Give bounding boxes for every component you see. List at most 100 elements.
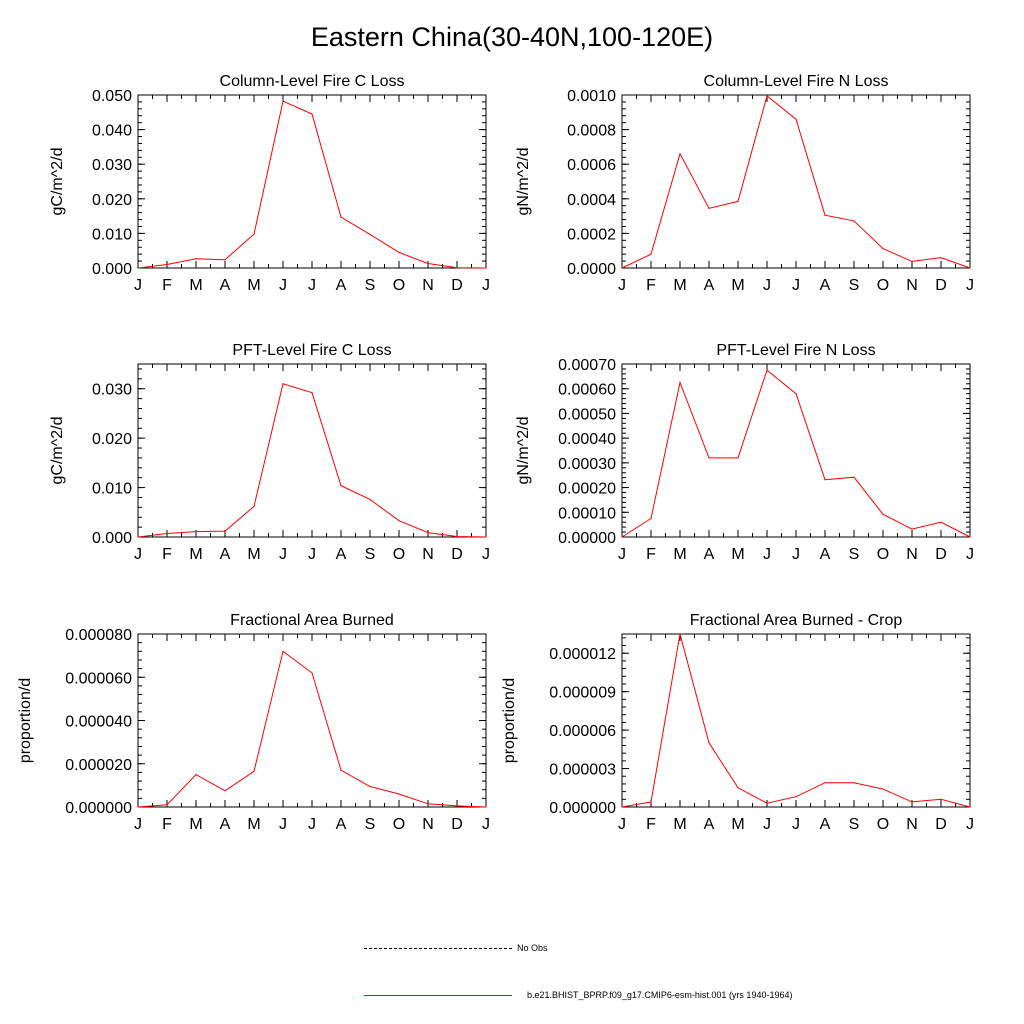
y-tick-label: 0.010 xyxy=(92,226,132,243)
data-point xyxy=(737,457,739,459)
y-tick-label: 0.000040 xyxy=(65,714,132,731)
data-point xyxy=(195,258,197,260)
data-point xyxy=(621,536,623,538)
data-point xyxy=(911,801,913,803)
data-point xyxy=(795,393,797,395)
x-tick-label: A xyxy=(704,816,715,833)
x-tick-label: J xyxy=(308,816,316,833)
x-tick-label: F xyxy=(162,816,172,833)
x-tick-label: M xyxy=(673,277,686,294)
x-tick-label: S xyxy=(849,277,860,294)
data-point xyxy=(340,216,342,218)
x-tick-label: J xyxy=(966,816,974,833)
y-tick-label: 0.0000 xyxy=(567,261,616,278)
chart-title: Fractional Area Burned xyxy=(230,612,394,629)
x-tick-label: O xyxy=(393,546,405,563)
data-point xyxy=(882,513,884,515)
x-tick-label: A xyxy=(336,277,347,294)
series-line xyxy=(621,633,971,808)
data-point xyxy=(940,521,942,523)
data-point xyxy=(166,532,168,535)
x-tick-label: A xyxy=(336,816,347,833)
x-tick-label: J xyxy=(482,816,490,833)
x-tick-label: A xyxy=(820,277,831,294)
data-point xyxy=(737,200,739,202)
x-tick-label: S xyxy=(365,277,376,294)
x-tick-label: J xyxy=(966,277,974,294)
data-point xyxy=(398,520,400,522)
x-tick-label: S xyxy=(365,546,376,563)
x-tick-label: F xyxy=(646,546,656,563)
data-point xyxy=(766,95,768,97)
x-tick-label: M xyxy=(189,546,202,563)
y-axis-label: gN/m^2/d xyxy=(515,417,532,485)
data-point xyxy=(311,113,313,115)
x-tick-label: D xyxy=(935,816,947,833)
y-tick-label: 0.020 xyxy=(92,192,132,209)
series-line xyxy=(621,369,971,538)
data-point xyxy=(969,806,971,808)
y-tick-label: 0.000003 xyxy=(549,762,616,779)
y-tick-label: 0.030 xyxy=(92,157,132,174)
x-tick-label: J xyxy=(279,277,287,294)
x-tick-label: M xyxy=(247,546,260,563)
y-axis-label: gC/m^2/d xyxy=(49,148,66,216)
data-point xyxy=(940,257,942,259)
chart-title: PFT-Level Fire C Loss xyxy=(232,342,391,359)
x-tick-label: D xyxy=(935,277,947,294)
x-tick-label: J xyxy=(482,277,490,294)
data-point xyxy=(253,770,255,772)
x-tick-label: F xyxy=(162,546,172,563)
x-tick-label: M xyxy=(247,816,260,833)
data-point xyxy=(650,517,652,520)
data-point xyxy=(456,805,458,807)
y-tick-label: 0.0002 xyxy=(567,226,616,243)
chart-title: Fractional Area Burned - Crop xyxy=(690,612,903,629)
x-tick-label: O xyxy=(877,277,889,294)
x-tick-label: J xyxy=(792,277,800,294)
x-tick-label: J xyxy=(792,546,800,563)
y-tick-label: 0.040 xyxy=(92,123,132,140)
y-tick-label: 0.010 xyxy=(92,481,132,498)
x-tick-label: J xyxy=(134,546,142,563)
plot-frame xyxy=(621,633,971,808)
y-tick-label: 0.0010 xyxy=(567,88,616,105)
data-point xyxy=(282,650,284,652)
data-point xyxy=(427,803,429,805)
data-point xyxy=(650,801,652,803)
data-point xyxy=(795,118,797,120)
y-tick-label: 0.00030 xyxy=(558,456,616,473)
x-tick-label: J xyxy=(763,277,771,294)
data-point xyxy=(969,536,971,538)
x-tick-label: A xyxy=(820,546,831,563)
y-tick-label: 0.000 xyxy=(92,261,132,278)
data-point xyxy=(824,479,826,481)
x-tick-label: N xyxy=(422,277,434,294)
x-tick-label: M xyxy=(673,546,686,563)
x-tick-label: J xyxy=(279,816,287,833)
y-tick-label: 0.00070 xyxy=(558,357,616,374)
x-tick-label: A xyxy=(220,277,231,294)
data-point xyxy=(311,392,313,394)
data-point xyxy=(398,251,400,254)
data-point xyxy=(369,498,371,501)
y-tick-label: 0.000 xyxy=(92,530,132,547)
y-tick-label: 0.0006 xyxy=(567,157,616,174)
y-tick-label: 0.00060 xyxy=(558,382,616,399)
x-tick-label: M xyxy=(731,816,744,833)
y-tick-label: 0.00050 xyxy=(558,406,616,423)
y-tick-label: 0.000060 xyxy=(65,670,132,687)
x-tick-label: M xyxy=(189,816,202,833)
x-tick-label: N xyxy=(422,816,434,833)
x-tick-label: O xyxy=(877,816,889,833)
data-point xyxy=(485,536,487,538)
x-tick-label: J xyxy=(618,277,626,294)
data-point xyxy=(708,457,710,459)
y-axis-label: gC/m^2/d xyxy=(49,417,66,485)
series-line xyxy=(621,95,971,269)
plot-frame xyxy=(621,94,971,269)
x-tick-label: N xyxy=(906,816,918,833)
data-point xyxy=(824,782,826,784)
